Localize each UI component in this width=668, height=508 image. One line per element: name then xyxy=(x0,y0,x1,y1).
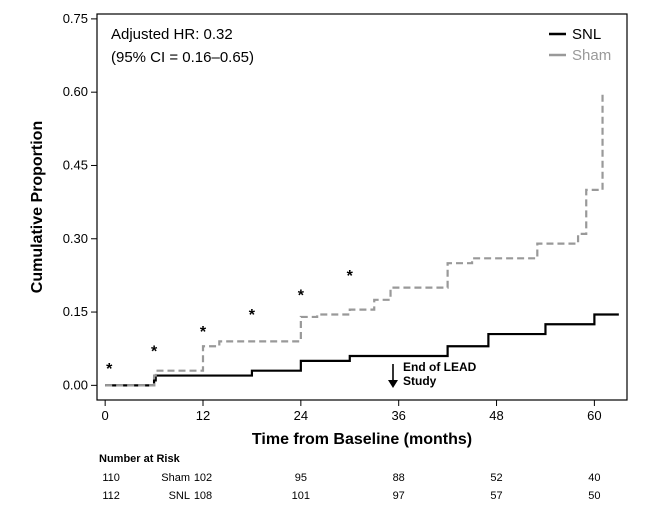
significance-star: * xyxy=(106,361,113,378)
risk-table: Number at Risk Sham 110 102 95 88 52 40 SNL 112 1… xyxy=(99,453,601,502)
significance-star: * xyxy=(298,288,305,305)
y-axis-title: Cumulative Proportion xyxy=(29,121,46,293)
significance-markers: * * * * * * xyxy=(106,268,354,378)
significance-star: * xyxy=(151,344,158,361)
x-axis-title: Time from Baseline (months) xyxy=(252,431,472,448)
x-tick-label: 24 xyxy=(294,408,308,423)
y-tick-label: 0.75 xyxy=(63,11,88,26)
series-snl-line xyxy=(105,313,619,387)
significance-star: * xyxy=(249,307,256,324)
legend: SNL Sham xyxy=(549,26,611,64)
series-layer xyxy=(105,92,619,387)
end-of-study-marker: End of LEAD Study xyxy=(388,360,477,388)
x-axis: 0 12 24 36 48 60 xyxy=(102,400,602,423)
y-tick-label: 0.30 xyxy=(63,231,88,246)
risk-value: 88 xyxy=(393,472,405,484)
risk-value: 110 xyxy=(102,472,120,484)
risk-row-label: Sham xyxy=(161,472,190,484)
x-tick-label: 12 xyxy=(196,408,210,423)
x-tick-label: 60 xyxy=(587,408,601,423)
risk-value: 95 xyxy=(295,472,307,484)
risk-value: 101 xyxy=(292,490,310,502)
plot-frame xyxy=(96,13,628,401)
risk-value: 112 xyxy=(102,490,120,502)
legend-label-sham: Sham xyxy=(572,47,611,64)
y-tick-label: 0.00 xyxy=(63,377,88,392)
y-tick-label: 0.60 xyxy=(63,84,88,99)
risk-value: 108 xyxy=(194,490,212,502)
significance-star: * xyxy=(347,268,354,285)
risk-value: 57 xyxy=(490,490,502,502)
y-tick-label: 0.45 xyxy=(63,157,88,172)
end-label-line1: End of LEAD xyxy=(403,360,477,374)
y-tick-label: 0.15 xyxy=(63,304,88,319)
risk-value: 97 xyxy=(393,490,405,502)
significance-star: * xyxy=(200,324,207,341)
risk-value: 52 xyxy=(490,472,502,484)
hr-annotation: Adjusted HR: 0.32 xyxy=(111,26,233,43)
y-axis: 0.00 0.15 0.30 0.45 0.60 0.75 xyxy=(63,11,97,392)
risk-value: 102 xyxy=(194,472,212,484)
risk-table-title: Number at Risk xyxy=(99,453,181,465)
legend-label-snl: SNL xyxy=(572,26,601,43)
end-arrow-head xyxy=(388,380,398,388)
x-tick-label: 48 xyxy=(489,408,503,423)
x-tick-label: 36 xyxy=(391,408,405,423)
x-tick-label: 0 xyxy=(102,408,109,423)
risk-row-label: SNL xyxy=(169,490,190,502)
series-sham-line xyxy=(105,92,604,387)
risk-value: 40 xyxy=(588,472,600,484)
end-label-line2: Study xyxy=(403,374,437,388)
ci-annotation: (95% CI = 0.16–0.65) xyxy=(111,49,254,66)
risk-value: 50 xyxy=(588,490,600,502)
